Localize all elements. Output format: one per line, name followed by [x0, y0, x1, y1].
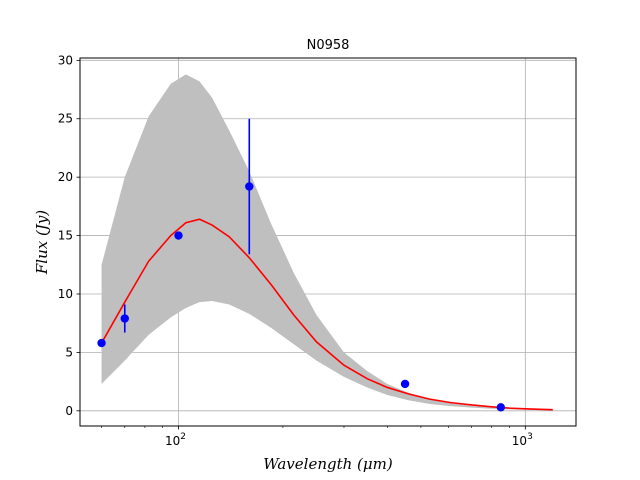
y-tick-label: 5	[65, 345, 73, 359]
data-point	[245, 182, 254, 191]
x-tick-label: 102	[165, 432, 186, 448]
data-point	[97, 338, 106, 348]
observed-points	[97, 118, 506, 412]
chart-title: N0958	[307, 38, 350, 53]
x-axis-label: Wavelength (μm)	[263, 455, 393, 473]
y-tick-label: 25	[58, 112, 73, 126]
y-tick-label: 15	[58, 229, 73, 243]
model-line	[100, 218, 553, 411]
y-axis-label: Flux (Jy)	[33, 210, 51, 275]
y-tick-label: 30	[58, 53, 73, 67]
flux-uncertainty-band	[101, 74, 553, 411]
data-point	[174, 231, 183, 240]
data-point	[400, 379, 410, 389]
data-point	[496, 403, 506, 412]
data-point	[120, 314, 129, 323]
y-tick-label: 20	[58, 170, 73, 184]
x-tick-label: 103	[512, 432, 533, 448]
y-tick-label: 10	[58, 287, 73, 301]
uncertainty-band	[101, 74, 553, 411]
model-curve	[100, 218, 553, 411]
y-tick-label: 0	[65, 404, 73, 418]
plot-frame	[79, 57, 577, 427]
